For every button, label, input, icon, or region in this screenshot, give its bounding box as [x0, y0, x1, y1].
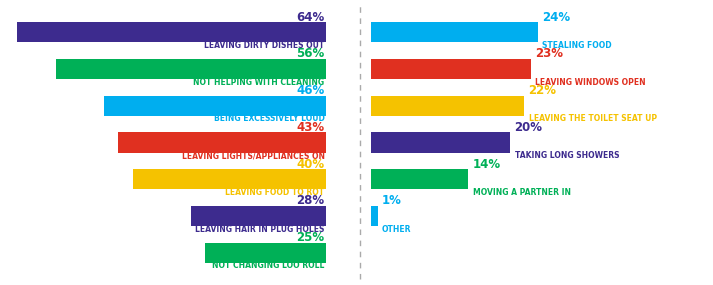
Text: LEAVING DIRTY DISHES OUT: LEAVING DIRTY DISHES OUT	[204, 41, 324, 50]
Text: 64%: 64%	[297, 11, 324, 24]
Bar	[133, 169, 327, 189]
Bar	[371, 133, 511, 152]
Bar	[104, 96, 327, 116]
Text: 46%: 46%	[297, 84, 324, 97]
Text: 43%: 43%	[297, 121, 324, 134]
Text: STEALING FOOD: STEALING FOOD	[543, 41, 612, 50]
Text: NOT CHANGING LOO ROLL: NOT CHANGING LOO ROLL	[212, 261, 324, 270]
Bar	[371, 22, 538, 42]
Text: 23%: 23%	[535, 47, 563, 60]
Bar	[56, 59, 327, 79]
Bar	[371, 59, 531, 79]
Bar	[17, 22, 327, 42]
Bar	[118, 133, 327, 152]
Text: MOVING A PARTNER IN: MOVING A PARTNER IN	[473, 188, 570, 197]
Text: OTHER: OTHER	[382, 225, 411, 234]
Text: LEAVING THE TOILET SEAT UP: LEAVING THE TOILET SEAT UP	[528, 114, 657, 123]
Bar	[191, 206, 327, 226]
Bar	[371, 206, 378, 226]
Text: 25%: 25%	[297, 231, 324, 244]
Text: BEING EXCESSIVELY LOUD: BEING EXCESSIVELY LOUD	[214, 114, 324, 123]
Text: LEAVING WINDOWS OPEN: LEAVING WINDOWS OPEN	[535, 78, 646, 87]
Text: LEAVING LIGHTS/APPLIANCES ON: LEAVING LIGHTS/APPLIANCES ON	[182, 151, 324, 160]
Text: LEAVING HAIR IN PLUG HOLES: LEAVING HAIR IN PLUG HOLES	[195, 225, 324, 234]
Text: 22%: 22%	[528, 84, 557, 97]
Text: 24%: 24%	[543, 11, 570, 24]
Text: NOT HELPING WITH CLEANING: NOT HELPING WITH CLEANING	[193, 78, 324, 87]
Text: 20%: 20%	[515, 121, 543, 134]
Text: 14%: 14%	[473, 158, 501, 171]
Text: LEAVING FOOD TO ROT: LEAVING FOOD TO ROT	[225, 188, 324, 197]
Text: TAKING LONG SHOWERS: TAKING LONG SHOWERS	[515, 151, 619, 160]
Bar	[371, 96, 524, 116]
Text: 1%: 1%	[382, 194, 401, 207]
Bar	[205, 243, 327, 263]
Bar	[371, 169, 468, 189]
Text: 40%: 40%	[297, 158, 324, 171]
Text: 56%: 56%	[297, 47, 324, 60]
Text: 28%: 28%	[297, 194, 324, 207]
